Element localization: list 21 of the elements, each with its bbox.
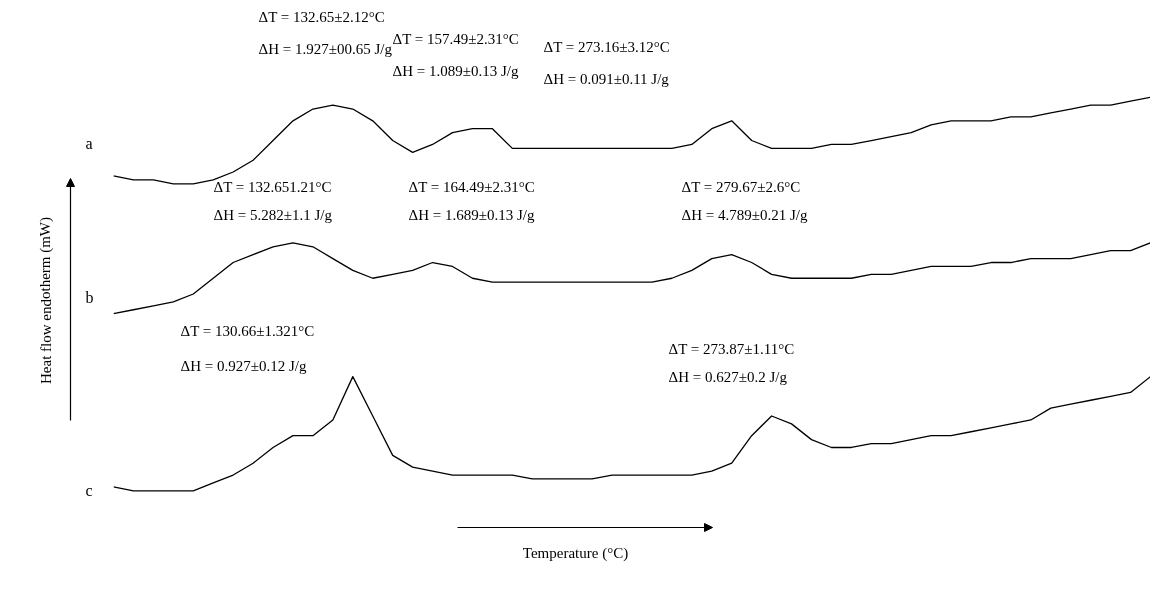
- annotation: ΔT = 130.66±1.321°C: [180, 322, 315, 339]
- annotation: ΔH = 0.927±0.12 J/g: [180, 357, 307, 374]
- series-label: b: [85, 289, 94, 306]
- series-label: c: [85, 482, 93, 499]
- annotation: ΔT = 273.87±1.11°C: [668, 340, 795, 357]
- series-label: a: [85, 135, 93, 152]
- annotation: ΔT = 279.67±2.6°C: [681, 178, 801, 195]
- text: ΔT = 132.65±2.12°C: [258, 8, 385, 25]
- text: ΔH = 1.927±00.65 J/g: [258, 40, 393, 57]
- annotation: ΔH = 1.689±0.13 J/g: [408, 206, 535, 223]
- annotation: ΔH = 0.627±0.2 J/g: [668, 368, 788, 385]
- annotation: ΔH = 5.282±1.1 J/g: [213, 206, 333, 223]
- text: ΔT = 273.16±3.12°C: [543, 38, 670, 55]
- text: ΔH = 0.091±0.11 J/g: [543, 70, 670, 87]
- y-axis-title: Heat flow endotherm (mW): [37, 216, 55, 385]
- x-axis-title: Temperature (°C): [522, 544, 629, 562]
- annotation: ΔT = 164.49±2.31°C: [408, 178, 535, 195]
- text: ΔT = 157.49±2.31°C: [392, 30, 519, 47]
- text: ΔH = 1.089±0.13 J/g: [392, 62, 519, 79]
- annotation: ΔH = 4.789±0.21 J/g: [681, 206, 808, 223]
- annotation: ΔT = 132.651.21°C: [213, 178, 332, 195]
